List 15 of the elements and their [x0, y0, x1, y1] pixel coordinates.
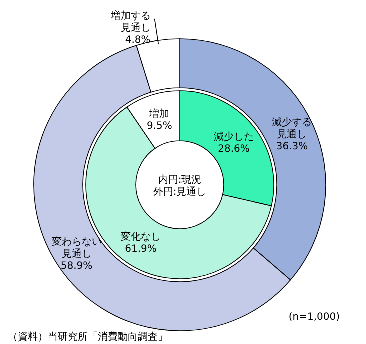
slice-label: 変わらない見通し [52, 236, 102, 260]
data-label: 61.9% [125, 244, 157, 255]
text: （資料）当研究所「消費動向調査」 [8, 331, 168, 343]
slice-label: 変化なし [121, 230, 162, 243]
slice-label: 増加する見通し [110, 10, 151, 34]
data-label: 9.5% [147, 121, 172, 132]
data-label: 28.6% [218, 144, 250, 156]
data-label: 58.9% [60, 260, 93, 272]
slice-label: 増加 [148, 108, 170, 120]
data-label: 4.8% [125, 34, 151, 46]
slice-label: 減少する見通し [272, 116, 312, 140]
text: (n=1,000) [288, 312, 340, 323]
text: 内円:現況外円:見通し [153, 174, 207, 198]
slice-label: 減少した [214, 131, 254, 144]
data-label: 36.3% [276, 141, 308, 152]
